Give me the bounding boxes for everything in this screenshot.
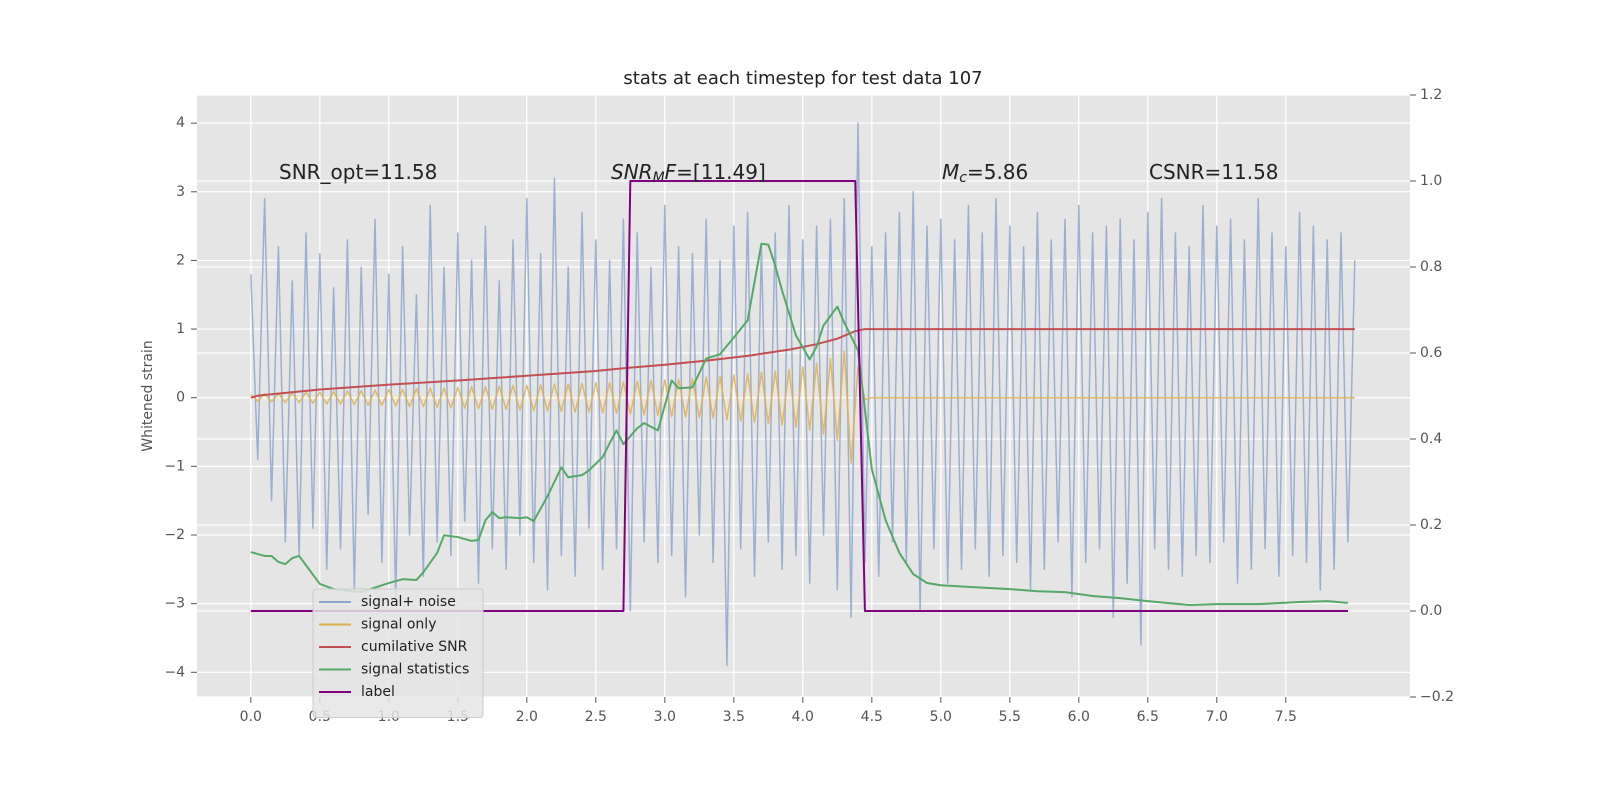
x-tick-label: 7.0 <box>1206 709 1228 725</box>
y2-tick-label: 0.2 <box>1420 517 1442 533</box>
x-tick-label: 6.0 <box>1068 709 1090 725</box>
legend-label: signal statistics <box>361 662 469 678</box>
y2-tick-label: −0.2 <box>1420 689 1454 705</box>
x-tick-label: 3.0 <box>654 709 676 725</box>
y-tick-label: 0 <box>176 390 185 406</box>
series-line <box>250 122 1356 667</box>
x-tick-label: 7.5 <box>1275 709 1297 725</box>
y-axis-label: Whitened strain <box>140 340 156 451</box>
y2-tick-label: 1.0 <box>1420 173 1442 189</box>
x-tick-label: 4.5 <box>861 709 883 725</box>
series-line <box>250 328 1355 399</box>
annotation: CSNR=11.58 <box>1149 160 1279 184</box>
annotation-part: M <box>653 170 665 186</box>
annotation: SNRMF=[11.49] <box>611 160 766 187</box>
x-tick-label: 5.5 <box>999 709 1021 725</box>
series-line <box>250 242 1348 606</box>
series-line <box>250 350 1355 464</box>
annotation-part: F <box>665 160 677 184</box>
y-tick-label: 2 <box>176 252 185 268</box>
y-tick-label: −1 <box>164 458 185 474</box>
y2-tick-label: 0.6 <box>1420 345 1442 361</box>
x-tick-label: 4.0 <box>792 709 814 725</box>
x-tick-label: 2.5 <box>585 709 607 725</box>
series-lines <box>250 122 1356 667</box>
annotation-part: c <box>959 170 967 186</box>
annotation-part: =[11.49] <box>676 160 766 184</box>
annotation: Mc=5.86 <box>942 160 1028 187</box>
y2-tick-label: 0.4 <box>1420 431 1442 447</box>
legend: signal+ noise signal only cumilative SNR si… <box>312 588 484 718</box>
annotation: SNR_opt=11.58 <box>279 160 437 184</box>
y2-tick-label: 0.8 <box>1420 259 1442 275</box>
y-tick-label: −4 <box>164 664 185 680</box>
chart-title: stats at each timestep for test data 107 <box>623 68 982 89</box>
annotation-part: =5.86 <box>967 160 1028 184</box>
y2-tick-label: 1.2 <box>1420 87 1442 103</box>
legend-box <box>312 588 484 718</box>
annotations: SNR_opt=11.58 SNRMF=[11.49] Mc=5.86 CSNR=11… <box>279 160 1279 187</box>
annotation-part: SNR <box>611 160 653 184</box>
x-tick-label: 6.5 <box>1137 709 1159 725</box>
annotation-part: SNR_opt=11.58 <box>279 160 437 184</box>
legend-label: cumilative SNR <box>361 639 468 655</box>
y-tick-label: 3 <box>176 184 185 200</box>
y-tick-label: 4 <box>176 115 185 131</box>
legend-label: label <box>361 684 395 700</box>
x-tick-label: 5.0 <box>930 709 952 725</box>
y-tick-label: −3 <box>164 596 185 612</box>
legend-label: signal only <box>361 617 436 633</box>
x-tick-label: 3.5 <box>723 709 745 725</box>
legend-label: signal+ noise <box>361 594 456 610</box>
y2-tick-label: 0.0 <box>1420 603 1442 619</box>
y-tick-label: −2 <box>164 527 185 543</box>
x-tick-label: 0.0 <box>240 709 262 725</box>
annotation-part: M <box>942 160 959 184</box>
y-tick-label: 1 <box>176 321 185 337</box>
annotation-part: CSNR=11.58 <box>1149 160 1279 184</box>
x-tick-label: 2.0 <box>516 709 538 725</box>
series-line <box>250 180 1348 612</box>
